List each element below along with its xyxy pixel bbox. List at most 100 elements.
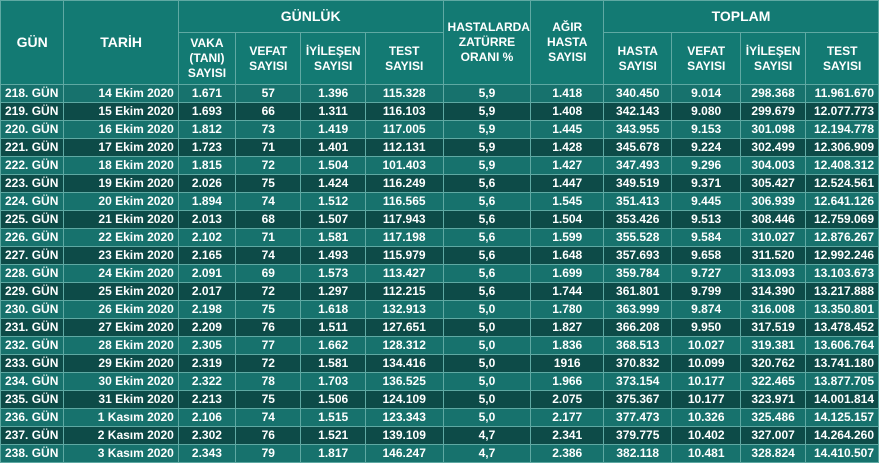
cell-zaturre-orani: 5,0 [442,300,532,319]
header-daily-test: TEST SAYISI [364,32,444,85]
cell-daily-test: 146.247 [364,444,444,463]
cell-date: 18 Ekim 2020 [63,156,179,175]
cell-total-test: 12.641.126 [805,192,879,211]
cell-total-test: 12.408.312 [805,156,879,175]
header-toplam: TOPLAM [602,0,879,33]
cell-daily-test: 101.403 [364,156,444,175]
cell-agir-hasta: 1.418 [530,84,604,103]
cell-total-vefat: 9.799 [671,282,741,301]
cell-daily-test: 123.343 [364,408,444,427]
cell-agir-hasta: 1.699 [530,264,604,283]
cell-date: 22 Ekim 2020 [63,228,179,247]
cell-total-test: 13.217.888 [805,282,879,301]
cell-zaturre-orani: 5,9 [442,84,532,103]
cell-date: 29 Ekim 2020 [63,354,179,373]
table-header: GÜN TARİH GÜNLÜK HASTALARDA ZATÜRRE ORAN… [0,0,879,85]
cell-total-vefat: 9.950 [671,318,741,337]
cell-date: 27 Ekim 2020 [63,318,179,337]
cell-daily-test: 127.651 [364,318,444,337]
table-row: 230. GÜN 26 Ekim 2020 2.198 75 1.618 132.913 5… [0,300,879,319]
cell-agir-hasta: 1916 [530,354,604,373]
cell-zaturre-orani: 5,0 [442,408,532,427]
cell-total-iyilesen: 319.381 [739,336,807,355]
cell-daily-vaka: 2.106 [177,408,237,427]
cell-total-hasta: 382.118 [602,444,673,463]
cell-total-vefat: 10.481 [671,444,741,463]
cell-daily-vaka: 2.305 [177,336,237,355]
cell-total-iyilesen: 327.007 [739,426,807,445]
cell-daily-vaka: 2.302 [177,426,237,445]
cell-total-hasta: 340.450 [602,84,673,103]
cell-total-iyilesen: 314.390 [739,282,807,301]
cell-total-hasta: 342.143 [602,102,673,121]
cell-daily-test: 139.109 [364,426,444,445]
cell-daily-vefat: 78 [235,372,302,391]
cell-total-hasta: 366.208 [602,318,673,337]
cell-date: 24 Ekim 2020 [63,264,179,283]
cell-total-test: 12.524.561 [805,174,879,193]
cell-day: 231. GÜN [0,318,65,337]
cell-total-vefat: 10.402 [671,426,741,445]
cell-total-test: 12.194.778 [805,120,879,139]
cell-daily-iyilesen: 1.401 [300,138,366,157]
cell-day: 230. GÜN [0,300,65,319]
table-row: 231. GÜN 27 Ekim 2020 2.209 76 1.511 127.651 5… [0,318,879,337]
cell-total-iyilesen: 328.824 [739,444,807,463]
cell-agir-hasta: 1.428 [530,138,604,157]
cell-total-hasta: 359.784 [602,264,673,283]
header-daily-vaka: VAKA (TANI) SAYISI [177,32,237,85]
cell-agir-hasta: 1.836 [530,336,604,355]
cell-total-vefat: 9.513 [671,210,741,229]
cell-day: 233. GÜN [0,354,65,373]
cell-daily-vaka: 2.213 [177,390,237,409]
cell-total-iyilesen: 311.520 [739,246,807,265]
cell-total-hasta: 349.519 [602,174,673,193]
cell-total-hasta: 377.473 [602,408,673,427]
cell-agir-hasta: 1.648 [530,246,604,265]
cell-daily-test: 116.103 [364,102,444,121]
cell-daily-test: 132.913 [364,300,444,319]
cell-date: 28 Ekim 2020 [63,336,179,355]
cell-total-test: 12.876.267 [805,228,879,247]
cell-daily-iyilesen: 1.311 [300,102,366,121]
table-row: 233. GÜN 29 Ekim 2020 2.319 72 1.581 134.416 5… [0,354,879,373]
cell-total-vefat: 9.371 [671,174,741,193]
cell-total-test: 14.264.260 [805,426,879,445]
cell-total-hasta: 375.367 [602,390,673,409]
cell-date: 17 Ekim 2020 [63,138,179,157]
cell-agir-hasta: 1.427 [530,156,604,175]
cell-daily-test: 134.416 [364,354,444,373]
cell-agir-hasta: 1.445 [530,120,604,139]
cell-date: 26 Ekim 2020 [63,300,179,319]
cell-total-vefat: 9.658 [671,246,741,265]
table-row: 238. GÜN 3 Kasım 2020 2.343 79 1.817 146.247 4… [0,444,879,463]
cell-total-iyilesen: 325.486 [739,408,807,427]
header-total-vefat: VEFAT SAYISI [671,32,741,85]
cell-daily-iyilesen: 1.573 [300,264,366,283]
cell-total-vefat: 9.014 [671,84,741,103]
cell-date: 2 Kasım 2020 [63,426,179,445]
cell-zaturre-orani: 5,0 [442,336,532,355]
cell-agir-hasta: 1.827 [530,318,604,337]
cell-daily-vaka: 2.322 [177,372,237,391]
cell-daily-vefat: 66 [235,102,302,121]
table-row: 228. GÜN 24 Ekim 2020 2.091 69 1.573 113.427 5… [0,264,879,283]
header-total-iyilesen: İYİLEŞEN SAYISI [739,32,807,85]
cell-total-hasta: 355.528 [602,228,673,247]
table-row: 225. GÜN 21 Ekim 2020 2.013 68 1.507 117.943 5… [0,210,879,229]
cell-day: 237. GÜN [0,426,65,445]
cell-daily-iyilesen: 1.297 [300,282,366,301]
cell-day: 234. GÜN [0,372,65,391]
cell-total-vefat: 9.296 [671,156,741,175]
cell-total-test: 14.001.814 [805,390,879,409]
cell-total-iyilesen: 310.027 [739,228,807,247]
cell-zaturre-orani: 5,9 [442,138,532,157]
cell-total-vefat: 9.874 [671,300,741,319]
table-row: 234. GÜN 30 Ekim 2020 2.322 78 1.703 136.525 5… [0,372,879,391]
cell-day: 235. GÜN [0,390,65,409]
table-row: 235. GÜN 31 Ekim 2020 2.213 75 1.506 124.109 5… [0,390,879,409]
cell-zaturre-orani: 5,9 [442,120,532,139]
cell-daily-vaka: 2.198 [177,300,237,319]
cell-day: 226. GÜN [0,228,65,247]
cell-total-vefat: 9.584 [671,228,741,247]
